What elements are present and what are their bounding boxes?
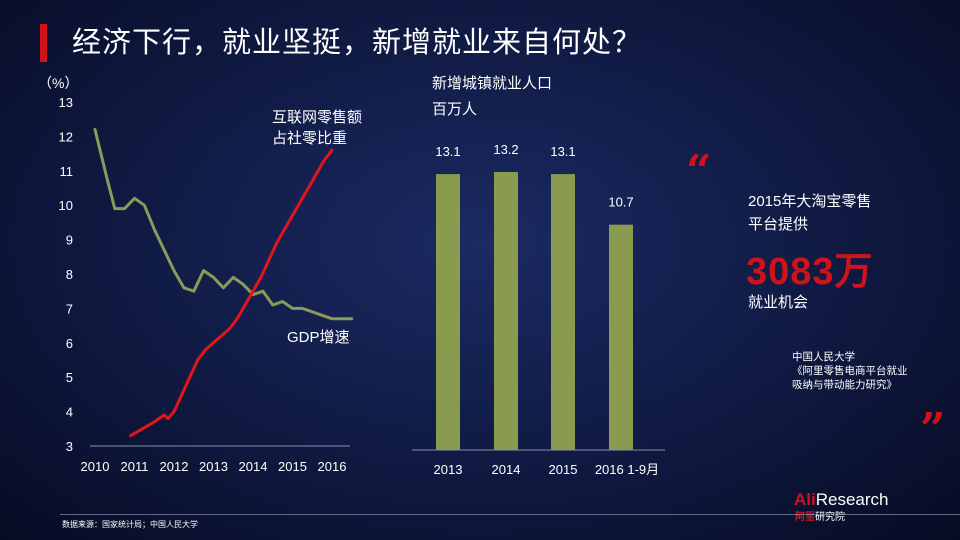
gdp-growth-line xyxy=(93,128,354,321)
gdp-vs-online-retail-line-chart: （%） 3 4 5 6 7 8 9 10 11 12 13 2010 2011 2012 2013 2014… xyxy=(38,75,362,474)
bar-value-label: 13.1 xyxy=(550,144,575,159)
title-accent-bar xyxy=(40,24,47,62)
line-chart-y-tick: 4 xyxy=(66,405,73,420)
bar-category-label: 2014 xyxy=(492,462,521,477)
logo-research-text: Research xyxy=(815,490,889,509)
footer-divider xyxy=(60,514,960,515)
series-label-online-retail-line2: 占社零比重 xyxy=(272,130,347,147)
callout-big-number: 3083万 xyxy=(746,251,874,293)
callout-line-3: 就业机会 xyxy=(748,294,809,311)
bar-value-label: 13.2 xyxy=(493,142,518,157)
series-label-gdp: GDP增速 xyxy=(287,329,350,346)
line-chart-y-tick: 7 xyxy=(66,301,73,316)
line-chart-x-tick: 2010 xyxy=(81,459,110,474)
bar-category-label: 2015 xyxy=(549,462,578,477)
logo-subtitle: 阿里研究院 xyxy=(795,508,845,523)
line-chart-x-tick: 2013 xyxy=(199,459,228,474)
line-chart-y-tick: 9 xyxy=(66,233,73,248)
bar-value-label: 13.1 xyxy=(435,144,460,159)
line-chart-x-tick: 2014 xyxy=(239,459,268,474)
new-urban-employment-bar-chart: 新增城镇就业人口 百万人 13.1 2013 13.2 2014 13.1 2015 10.… xyxy=(412,75,665,477)
bar-chart-unit-label: 百万人 xyxy=(432,101,477,118)
logo-sub-red: 阿里 xyxy=(795,512,815,523)
line-chart-y-tick: 11 xyxy=(60,164,74,179)
data-source-footnote: 数据来源：国家统计局；中国人民大学 xyxy=(62,520,198,529)
study-source-line-2: 《阿里零售电商平台就业 xyxy=(792,365,908,377)
page-title: 经济下行，就业坚挺，新增就业来自何处？ xyxy=(72,27,643,59)
study-source-line-1: 中国人民大学 xyxy=(792,351,855,363)
logo-sub-white: 研究院 xyxy=(815,512,845,523)
bar xyxy=(494,172,518,450)
line-chart-y-tick: 8 xyxy=(66,267,73,282)
line-chart-x-tick: 2011 xyxy=(121,459,149,474)
bar xyxy=(436,174,460,450)
bar-category-label: 2013 xyxy=(434,462,463,477)
study-source-line-3: 吸纳与带动能力研究》 xyxy=(792,379,897,391)
close-quote-mark: ” xyxy=(920,404,946,455)
line-chart-x-tick: 2016 xyxy=(318,459,347,474)
callout-line-2: 平台提供 xyxy=(748,216,809,233)
bar-chart-title: 新增城镇就业人口 xyxy=(432,75,552,92)
line-chart-y-axis-label: （%） xyxy=(38,75,78,91)
logo-ali-text: Ali xyxy=(794,490,816,509)
callout-line-1: 2015年大淘宝零售 xyxy=(748,193,872,210)
bar xyxy=(551,174,575,450)
bar-value-label: 10.7 xyxy=(608,195,633,210)
bar xyxy=(609,224,633,450)
series-label-online-retail-line1: 互联网零售额 xyxy=(272,109,362,126)
line-chart-y-tick: 10 xyxy=(59,198,73,213)
line-chart-y-tick: 6 xyxy=(66,336,73,351)
study-source-note: 中国人民大学 《阿里零售电商平台就业 吸纳与带动能力研究》 xyxy=(792,350,908,392)
line-chart-y-tick: 13 xyxy=(59,95,73,110)
aliresearch-logo: AliResearch xyxy=(794,490,889,510)
line-chart-x-tick: 2015 xyxy=(278,459,307,474)
line-chart-x-tick: 2012 xyxy=(160,459,189,474)
open-quote-mark: “ xyxy=(686,146,712,197)
line-chart-y-tick: 3 xyxy=(66,439,73,454)
line-chart-y-tick: 5 xyxy=(66,370,73,385)
online-retail-share-line xyxy=(129,148,334,438)
bar-category-label: 2016 1-9月 xyxy=(595,462,659,477)
line-chart-y-tick: 12 xyxy=(59,129,73,144)
